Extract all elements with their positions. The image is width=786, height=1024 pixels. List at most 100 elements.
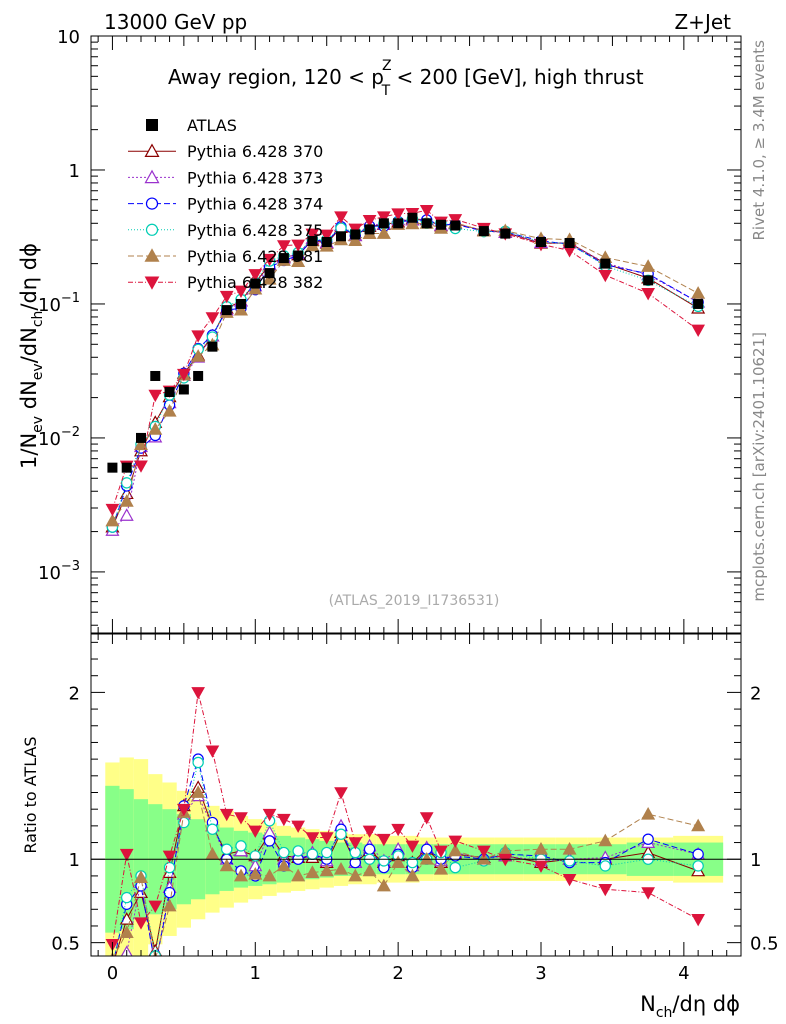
ratio-point <box>305 865 320 878</box>
atlas-point <box>321 237 332 248</box>
ratio-point <box>691 913 705 927</box>
ratio-point <box>378 855 390 867</box>
series-point <box>148 422 163 435</box>
title-part-tail: < 200 [GeV], high thrust <box>390 65 644 89</box>
atlas-point <box>564 238 575 249</box>
ratio-point <box>363 843 376 855</box>
ratio-point <box>599 860 611 872</box>
ratio-point <box>305 832 320 845</box>
ratio-point <box>191 687 205 700</box>
ylabel-part-2: dN <box>17 380 41 416</box>
ratio-point <box>163 886 176 899</box>
series-point <box>148 389 163 403</box>
ratio-point <box>362 863 377 877</box>
ratio-point <box>335 828 347 840</box>
legend-label: Pythia 6.428 370 <box>187 142 323 161</box>
atlas-point <box>164 387 175 398</box>
ratio-point <box>306 848 319 860</box>
ratio-tick-label-left: 0.5 <box>51 934 80 955</box>
ratio-point <box>391 855 406 868</box>
series-point <box>262 253 277 267</box>
legend-marker <box>145 223 159 236</box>
atlas-point <box>500 228 511 239</box>
ratio-point <box>278 846 290 859</box>
atlas-point <box>350 229 361 240</box>
series-point <box>105 513 120 527</box>
ratio-point <box>292 845 304 857</box>
y-tick-label: 10−2 <box>38 425 80 450</box>
series-point <box>377 211 391 224</box>
ratio-point <box>419 812 434 825</box>
atlas-point <box>250 278 261 289</box>
ratio-point <box>276 858 291 872</box>
ratio-point <box>598 833 613 847</box>
atlas-point <box>421 218 432 229</box>
ratio-point <box>119 925 134 939</box>
ratio-point <box>219 808 234 822</box>
ratio-point <box>642 833 654 845</box>
ratio-point <box>233 868 249 882</box>
atlas-point <box>193 370 204 381</box>
y-tick-label: 10 <box>57 27 80 48</box>
ratio-point <box>448 843 463 857</box>
atlas-point <box>693 298 704 309</box>
series-point <box>448 214 463 227</box>
ylabel-sub-ch: ch <box>30 311 46 328</box>
data-series <box>105 205 706 956</box>
atlas-point <box>450 220 461 231</box>
plot-frames <box>90 35 742 957</box>
series-point <box>419 205 434 218</box>
atlas-point <box>178 384 189 395</box>
analysis-id: (ATLAS_2019_I1736531) <box>329 593 500 609</box>
legend-label: Pythia 6.428 374 <box>187 195 323 214</box>
ratio-point <box>448 835 463 848</box>
series-point <box>191 330 205 343</box>
legend-marker <box>144 276 160 290</box>
ratio-point <box>449 861 461 874</box>
side-text-mcplots: mcplots.cern.ch [arXiv:2401.10621] <box>750 332 768 602</box>
series-point <box>105 503 120 517</box>
series-point <box>234 285 248 299</box>
atlas-point <box>150 370 161 381</box>
plot-title: Away region, 120 < pZ T < 200 [GeV], high… <box>168 58 644 99</box>
legend-marker <box>146 119 158 131</box>
ratio-point <box>477 845 491 858</box>
ratio-point <box>692 848 704 860</box>
title-subscript: T <box>381 83 391 99</box>
ratio-point <box>319 863 334 877</box>
ratio-point <box>377 833 391 847</box>
series-point <box>405 216 420 230</box>
ratio-point <box>321 846 333 859</box>
ratio-point <box>249 850 261 862</box>
series-point <box>641 288 655 301</box>
atlas-point <box>236 298 246 309</box>
y-axis-label: 1/Nev dNev/dNch/dη dϕ <box>17 243 46 469</box>
ratio-point <box>691 818 706 832</box>
xlabel-main: N <box>640 992 656 1016</box>
ratio-y-axis-label: Ratio to ATLAS <box>21 736 40 853</box>
ratio-point <box>291 868 306 882</box>
ratio-point <box>119 848 134 862</box>
ratio-point <box>476 851 491 865</box>
atlas-point <box>600 258 611 269</box>
legend: ATLAS Pythia 6.428 370 Pythia 6.428 373 Pyt… <box>128 116 323 292</box>
ratio-point <box>319 832 334 845</box>
ratio-point <box>133 870 149 883</box>
series-point <box>598 269 613 283</box>
ratio-point <box>262 868 277 882</box>
main-plot-frame <box>90 35 742 634</box>
series-point <box>205 312 220 325</box>
header-left: 13000 GeV pp <box>104 10 247 34</box>
legend-label: ATLAS <box>187 116 237 135</box>
atlas-point <box>364 224 375 235</box>
atlas-point <box>278 253 289 264</box>
ratio-point <box>362 825 377 838</box>
x-tick-label: 2 <box>392 963 403 984</box>
ratio-point <box>134 917 148 930</box>
atlas-point <box>207 341 218 352</box>
series-point <box>277 240 291 253</box>
ratio-point <box>598 883 613 897</box>
series-point <box>191 349 206 362</box>
ratio-point <box>333 862 349 875</box>
